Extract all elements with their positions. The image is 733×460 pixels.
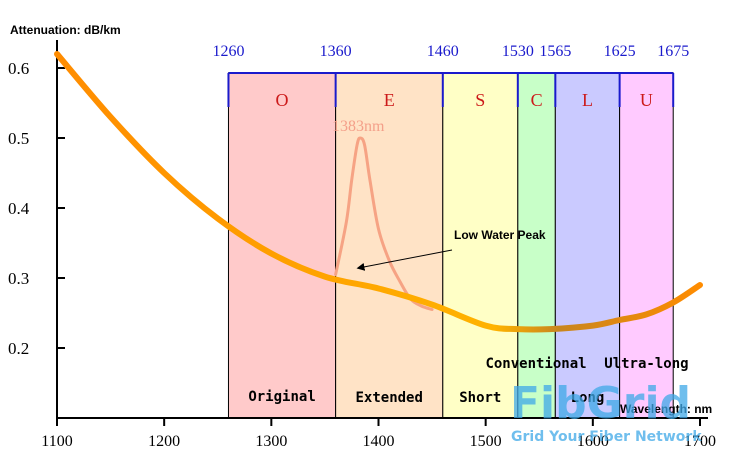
peak-label: 1383nm bbox=[332, 118, 385, 135]
band-name-l: Long bbox=[571, 390, 605, 406]
band-name-o: Original bbox=[248, 389, 315, 405]
labels-layer: 1260 1360 1460 1530 1565 1625 1675 O E S C L U Origin… bbox=[8, 43, 716, 450]
watermark-tagline: Grid Your Fiber Network bbox=[511, 429, 702, 445]
band-letter-e: E bbox=[384, 90, 395, 110]
watermark-logo: FibGrid Grid Your Fiber Network bbox=[510, 378, 702, 445]
band-letter-s: S bbox=[475, 90, 485, 110]
x-tick-label: 1700 bbox=[684, 433, 716, 450]
y-tick-label: 0.6 bbox=[8, 59, 29, 78]
low-water-peak-arrow bbox=[356, 249, 453, 271]
band-boundary-label: 1625 bbox=[604, 43, 636, 60]
band-boundary-label: 1565 bbox=[539, 43, 571, 60]
band-name-u: Ultra-long bbox=[604, 356, 688, 372]
band-name-s: Short bbox=[459, 390, 501, 406]
y-tick-label: 0.3 bbox=[8, 269, 29, 288]
band-boundary-label: 1460 bbox=[427, 43, 459, 60]
band-region-u bbox=[619, 72, 674, 419]
watermark-brand: FibGrid bbox=[510, 378, 691, 429]
bands-layer bbox=[227, 72, 675, 419]
band-region-l bbox=[554, 72, 621, 419]
y-axis-title: Attenuation: dB/km bbox=[10, 23, 121, 37]
attenuation-curve-line bbox=[54, 51, 703, 333]
y-tick-label: 0.4 bbox=[8, 199, 30, 218]
band-name-e: Extended bbox=[355, 390, 422, 406]
band-region-c bbox=[517, 72, 556, 419]
x-tick-label: 1200 bbox=[148, 433, 180, 450]
axes-layer bbox=[56, 40, 708, 426]
low-water-peak-label: Low Water Peak bbox=[454, 228, 546, 242]
y-tick-label: 0.5 bbox=[8, 129, 29, 148]
x-tick-label: 1300 bbox=[255, 433, 287, 450]
x-tick-label: 1500 bbox=[470, 433, 502, 450]
y-tick-label: 0.2 bbox=[8, 339, 29, 358]
band-boundary-label: 1360 bbox=[320, 43, 352, 60]
band-name-c: Conventional bbox=[485, 356, 586, 372]
band-letter-u: U bbox=[640, 90, 653, 110]
band-region-e bbox=[335, 72, 444, 419]
band-region-o bbox=[227, 72, 337, 419]
x-tick-label: 1600 bbox=[577, 433, 609, 450]
band-letter-l: L bbox=[582, 90, 593, 110]
band-boundary-label: 1530 bbox=[502, 43, 534, 60]
series-layer bbox=[54, 51, 703, 333]
band-boundary-label: 1675 bbox=[657, 43, 689, 60]
x-tick-label: 1400 bbox=[363, 433, 395, 450]
band-boundary-label: 1260 bbox=[212, 43, 244, 60]
band-letter-c: C bbox=[531, 90, 543, 110]
x-axis-title: Wavelength: nm bbox=[620, 402, 712, 416]
band-letter-o: O bbox=[276, 90, 289, 110]
x-tick-label: 1100 bbox=[41, 433, 72, 450]
